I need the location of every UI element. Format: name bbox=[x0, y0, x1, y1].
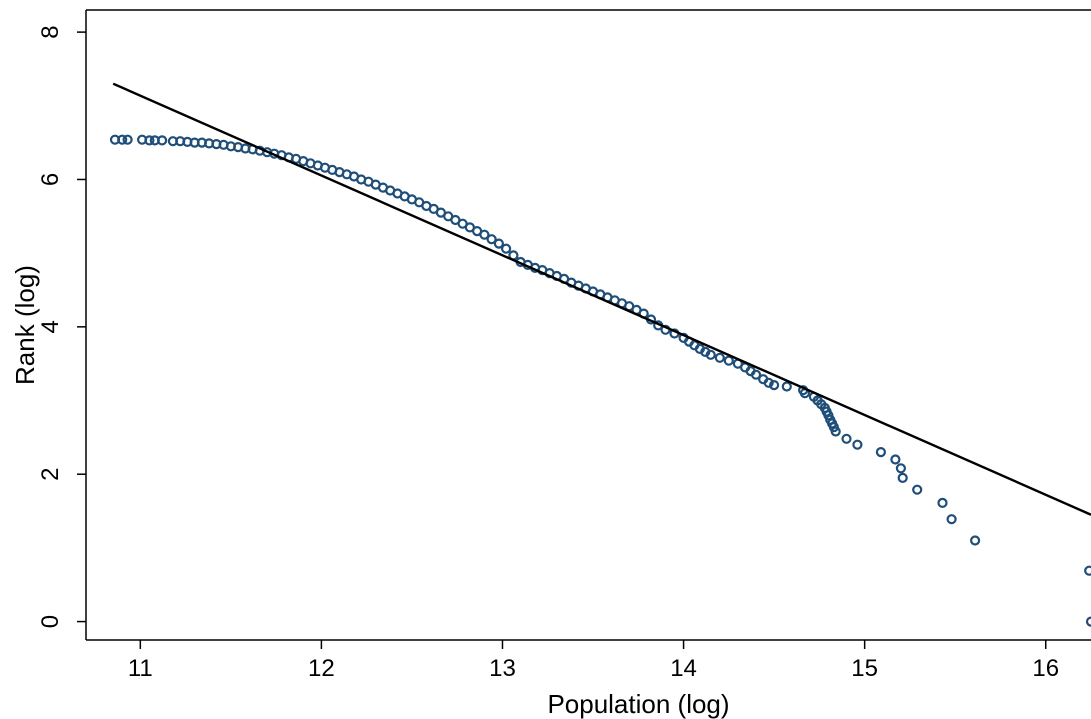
y-tick-label: 2 bbox=[37, 468, 64, 481]
x-tick-label: 14 bbox=[670, 655, 697, 682]
data-point bbox=[763, 377, 774, 388]
data-point bbox=[144, 135, 155, 146]
axes: 11 12 13 14 15 16 0 2 4 6 8 bbox=[37, 9, 1091, 682]
y-tick-label: 0 bbox=[37, 615, 64, 628]
fit-line-group bbox=[112, 82, 1091, 516]
x-tick-label: 15 bbox=[851, 655, 878, 682]
data-point bbox=[750, 369, 762, 380]
data-points bbox=[109, 134, 1091, 627]
data-point bbox=[852, 439, 863, 450]
x-tick-label: 12 bbox=[308, 655, 335, 682]
data-point bbox=[897, 472, 908, 483]
data-point bbox=[781, 381, 792, 392]
data-point bbox=[841, 433, 852, 444]
data-point bbox=[1085, 616, 1091, 627]
data-point bbox=[937, 497, 948, 508]
data-point bbox=[912, 484, 923, 495]
data-point bbox=[969, 535, 981, 546]
y-tick-label: 8 bbox=[37, 25, 64, 38]
data-point bbox=[479, 229, 490, 240]
data-point bbox=[946, 514, 957, 525]
data-point bbox=[875, 447, 887, 458]
data-point bbox=[705, 349, 716, 360]
x-axis-title: Population (log) bbox=[547, 689, 729, 719]
data-point bbox=[157, 135, 168, 146]
data-point bbox=[486, 234, 497, 245]
data-point bbox=[895, 463, 907, 474]
data-point bbox=[890, 454, 901, 465]
data-point bbox=[117, 134, 128, 145]
data-point bbox=[768, 380, 780, 391]
x-tick-label: 11 bbox=[128, 655, 153, 682]
x-tick-label: 13 bbox=[489, 655, 516, 682]
data-point bbox=[723, 355, 734, 366]
y-tick-label: 4 bbox=[37, 320, 64, 333]
x-tick-label: 16 bbox=[1032, 655, 1059, 682]
fit-line bbox=[112, 82, 1091, 516]
data-point bbox=[714, 352, 725, 363]
y-tick-label: 6 bbox=[37, 173, 64, 186]
data-point bbox=[1084, 565, 1091, 576]
data-point bbox=[493, 238, 504, 249]
data-point bbox=[122, 134, 133, 145]
y-axis-title: Rank (log) bbox=[10, 265, 40, 385]
data-point bbox=[501, 243, 512, 254]
data-point bbox=[830, 426, 841, 437]
